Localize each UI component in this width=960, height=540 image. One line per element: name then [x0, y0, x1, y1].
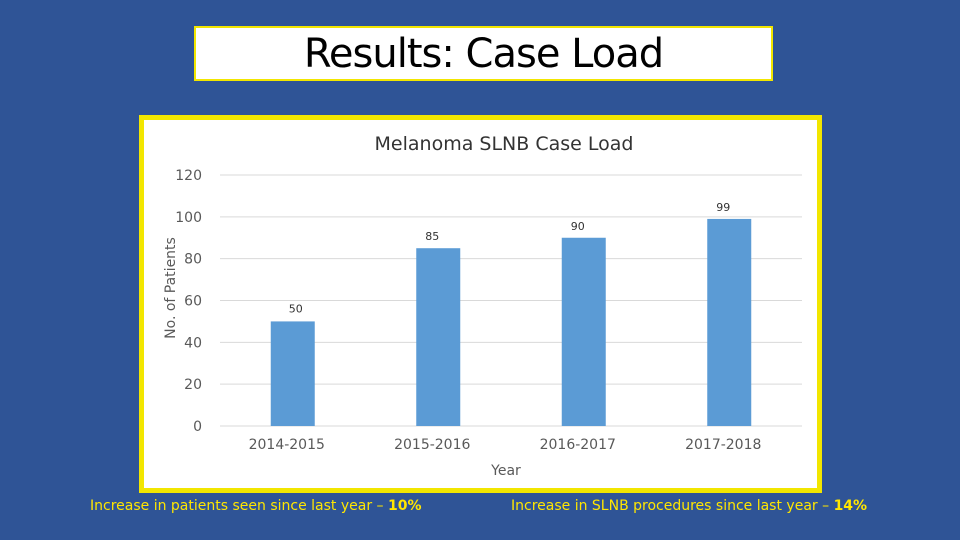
footnote-slnb-text: Increase in SLNB procedures since last y…	[511, 498, 834, 514]
y-tick-label: 20	[184, 377, 202, 393]
footnote-patients: Increase in patients seen since last yea…	[90, 498, 422, 514]
x-tick-label: 2014-2015	[249, 437, 325, 453]
bar-value-label: 90	[571, 220, 585, 233]
slide-title-box: Results: Case Load	[194, 26, 773, 81]
x-tick-label: 2015-2016	[394, 437, 470, 453]
y-tick-label: 0	[193, 419, 202, 435]
bar-chart: Melanoma SLNB Case Load 0 20 40 60 80 100 120 50…	[163, 133, 802, 479]
y-axis-title: No. of Patients	[163, 237, 179, 339]
y-tick-label: 60	[184, 294, 202, 310]
footnote-patients-text: Increase in patients seen since last yea…	[90, 498, 388, 514]
x-tick-label: 2017-2018	[685, 437, 761, 453]
x-axis-title: Year	[490, 463, 521, 479]
bar-value-label: 85	[425, 230, 439, 243]
bar	[416, 248, 461, 426]
bar-value-label: 99	[716, 201, 730, 214]
footnote-slnb: Increase in SLNB procedures since last y…	[511, 498, 867, 514]
x-tick-label: 2016-2017	[540, 437, 616, 453]
bar	[270, 321, 315, 426]
y-tick-label: 40	[184, 335, 202, 351]
slide-title: Results: Case Load	[303, 30, 664, 77]
bar	[561, 237, 606, 426]
chart-title: Melanoma SLNB Case Load	[375, 133, 634, 155]
y-tick-label: 120	[175, 168, 202, 184]
y-tick-label: 100	[175, 210, 202, 226]
chart-frame: Melanoma SLNB Case Load 0 20 40 60 80 100 120 50…	[139, 115, 822, 493]
footnote-patients-value: 10%	[387, 498, 422, 514]
footnote-slnb-value: 14%	[833, 498, 868, 514]
y-tick-label: 80	[184, 252, 202, 268]
bar-value-label: 50	[289, 302, 303, 315]
bar	[707, 218, 752, 426]
